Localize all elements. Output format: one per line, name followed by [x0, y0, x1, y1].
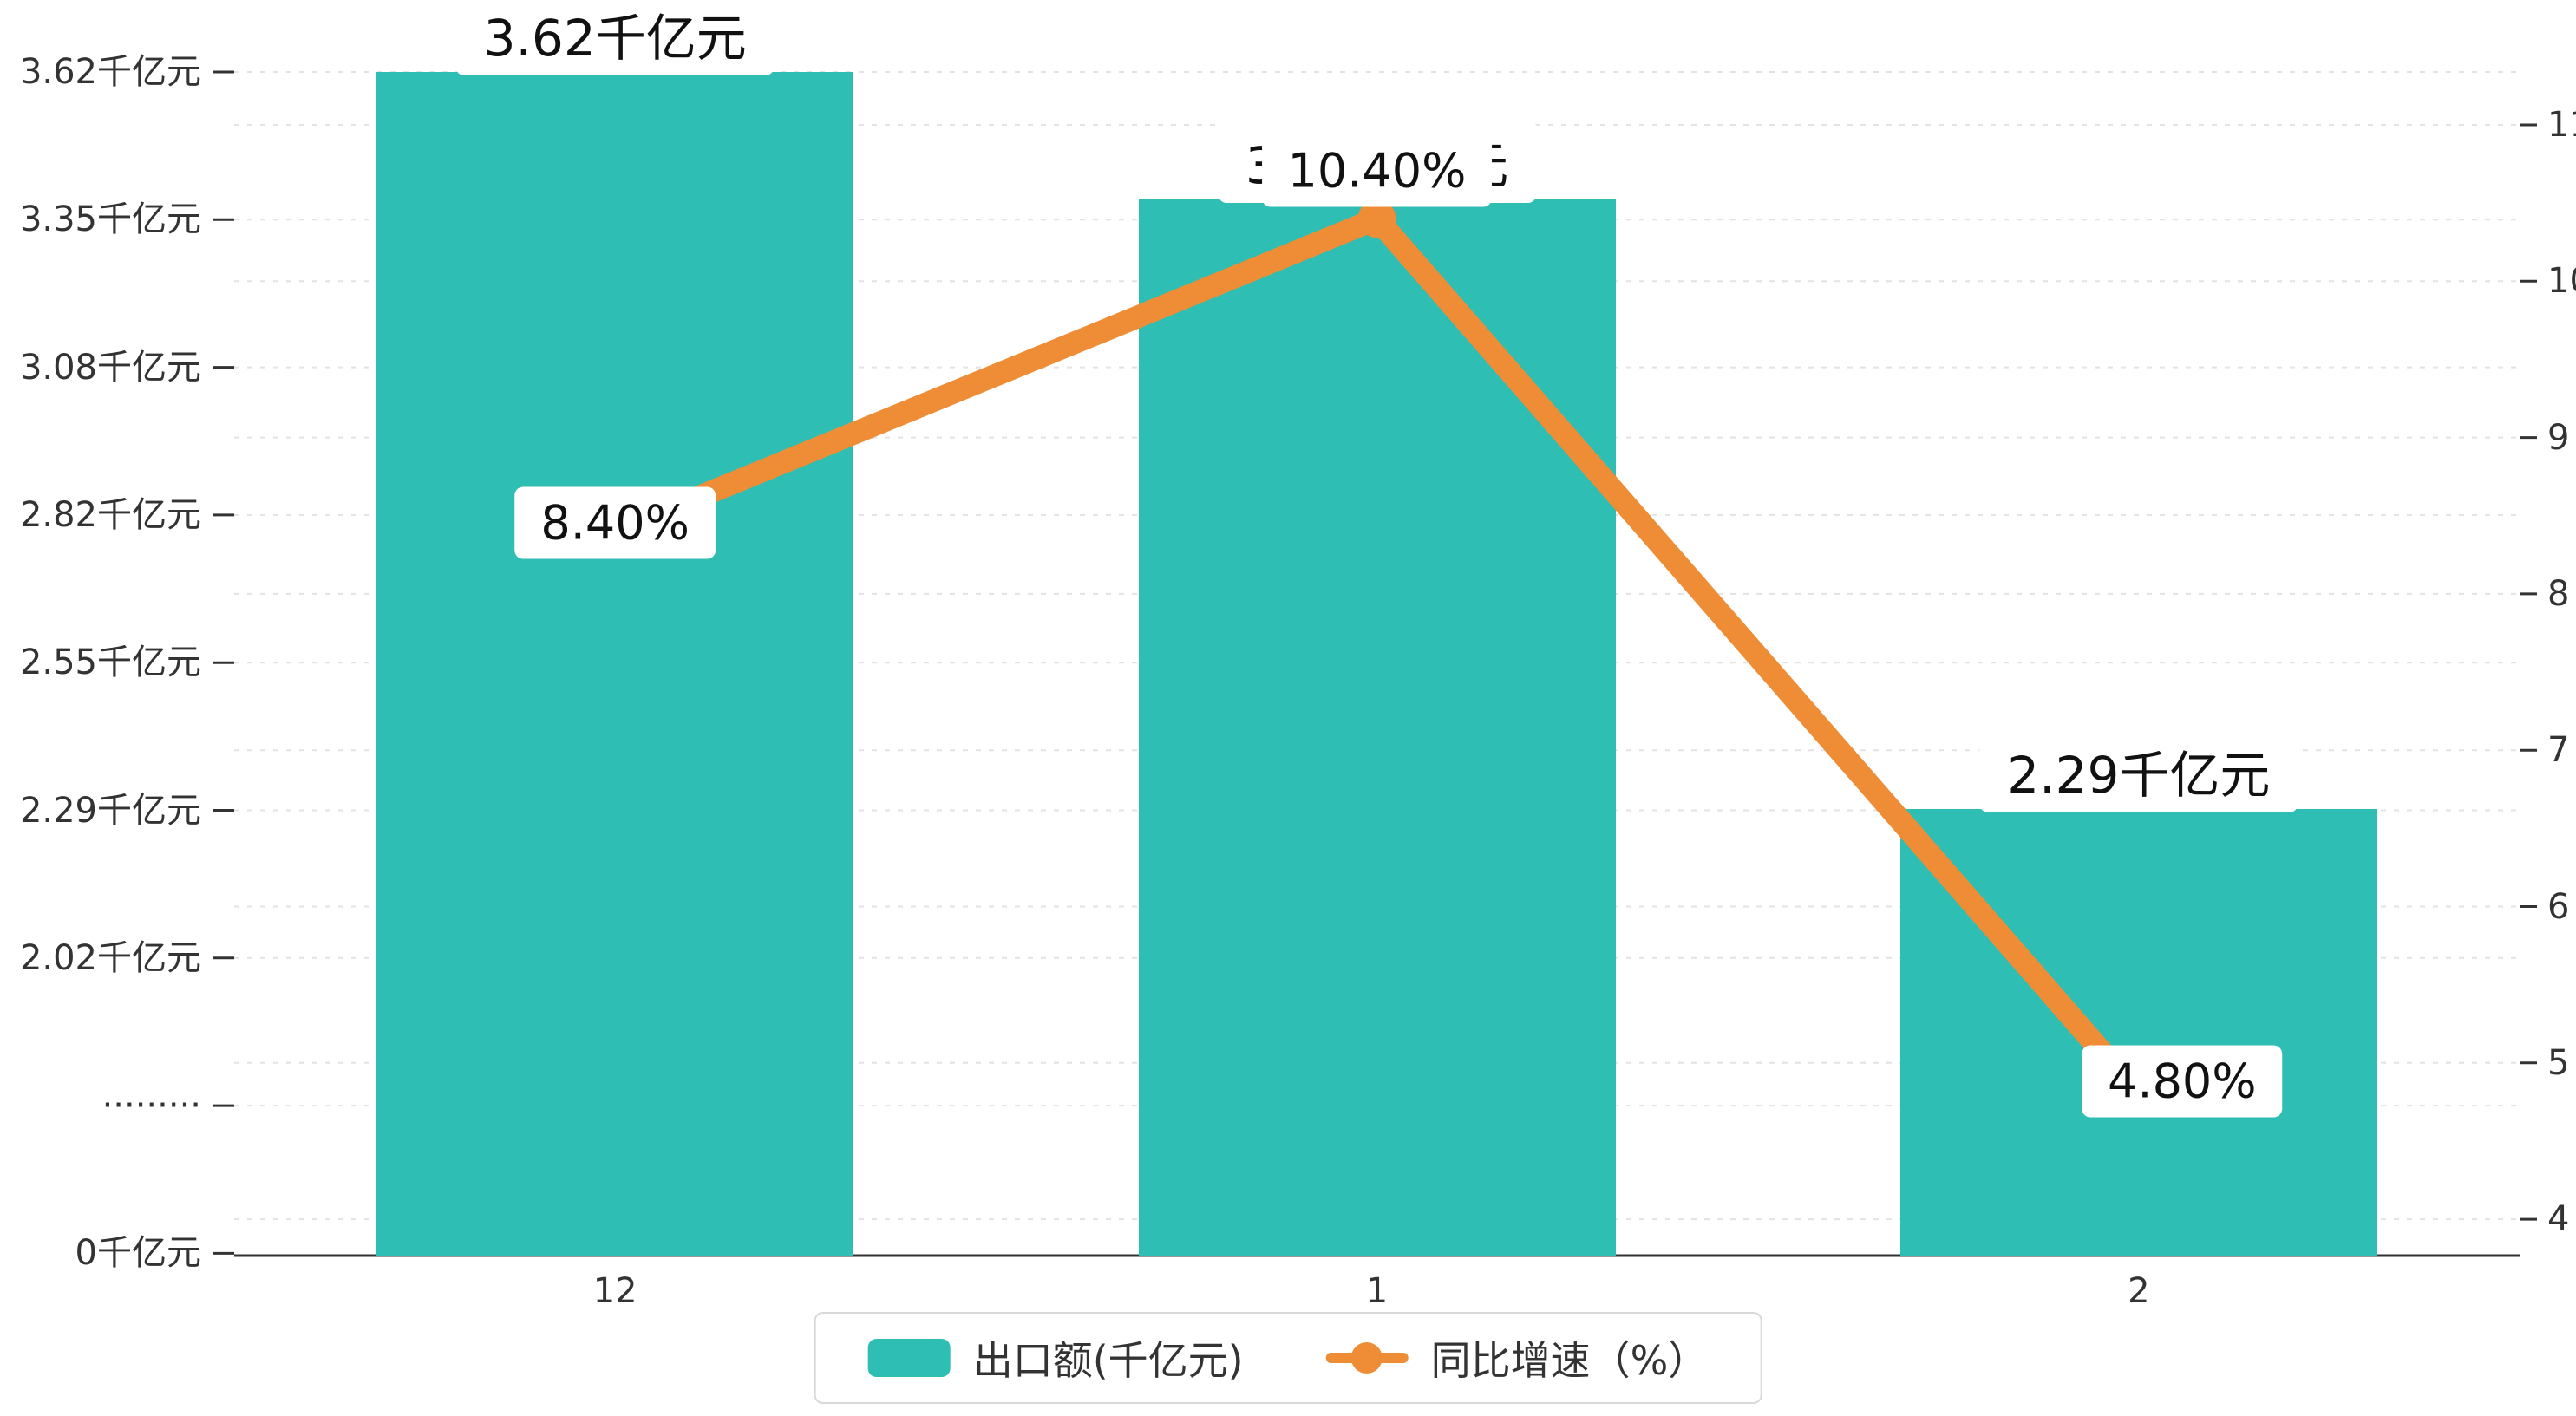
- line-series-marker-icon: [1325, 1342, 1409, 1374]
- bar[interactable]: [376, 72, 854, 1256]
- left-axis-tick-label: 2.82千亿元: [19, 494, 201, 535]
- right-axis-tick-label: 11: [2547, 105, 2576, 145]
- x-axis-label: 2: [2128, 1271, 2150, 1311]
- x-axis-label: 12: [592, 1271, 637, 1311]
- line-value-label: 8.40%: [514, 486, 716, 559]
- legend-label-growth: 同比增速（%）: [1430, 1337, 1709, 1384]
- line-value-label: 4.80%: [2082, 1045, 2283, 1118]
- left-axis-tick-label: 3.35千亿元: [19, 199, 201, 240]
- line-point[interactable]: [1357, 199, 1396, 238]
- bar-value-label: 2.29千亿元: [1979, 728, 2298, 812]
- left-axis-tick-label: 2.02千亿元: [19, 937, 201, 978]
- right-axis-tick-label: 10: [2547, 261, 2576, 302]
- right-axis-tick-label: 9: [2547, 417, 2570, 458]
- left-axis-tick-label: 0千亿元: [75, 1233, 201, 1274]
- right-axis-tick-label: 8: [2547, 573, 2570, 614]
- bar-series-swatch-icon: [867, 1339, 951, 1377]
- legend: 出口额(千亿元) 同比增速（%）: [814, 1312, 1762, 1404]
- left-axis-tick-label: 2.55千亿元: [19, 643, 201, 683]
- legend-item-growth[interactable]: 同比增速（%）: [1325, 1329, 1709, 1387]
- bar[interactable]: [1138, 199, 1616, 1256]
- left-axis-tick-label: 3.08千亿元: [19, 347, 201, 388]
- right-axis-tick-label: 4: [2547, 1199, 2570, 1240]
- bar[interactable]: [1899, 808, 2377, 1256]
- growth-line[interactable]: [604, 207, 2150, 1106]
- left-axis-tick-label: ·········: [101, 1086, 201, 1126]
- x-axis-label: 1: [1365, 1271, 1389, 1311]
- line-value-label: 10.40%: [1261, 134, 1493, 207]
- line-series-dot-icon: [1351, 1342, 1383, 1374]
- right-axis-tick-label: 5: [2547, 1042, 2570, 1083]
- right-axis-tick-label: 7: [2547, 730, 2570, 771]
- bar-value-label: 3.62千亿元: [455, 0, 775, 75]
- left-axis-tick-label: 3.62千亿元: [19, 52, 201, 92]
- legend-item-exports[interactable]: 出口额(千亿元): [867, 1329, 1244, 1387]
- right-axis-tick-label: 6: [2547, 886, 2570, 927]
- legend-label-exports: 出口额(千亿元): [972, 1337, 1244, 1384]
- left-axis-tick-label: 2.29千亿元: [19, 790, 201, 831]
